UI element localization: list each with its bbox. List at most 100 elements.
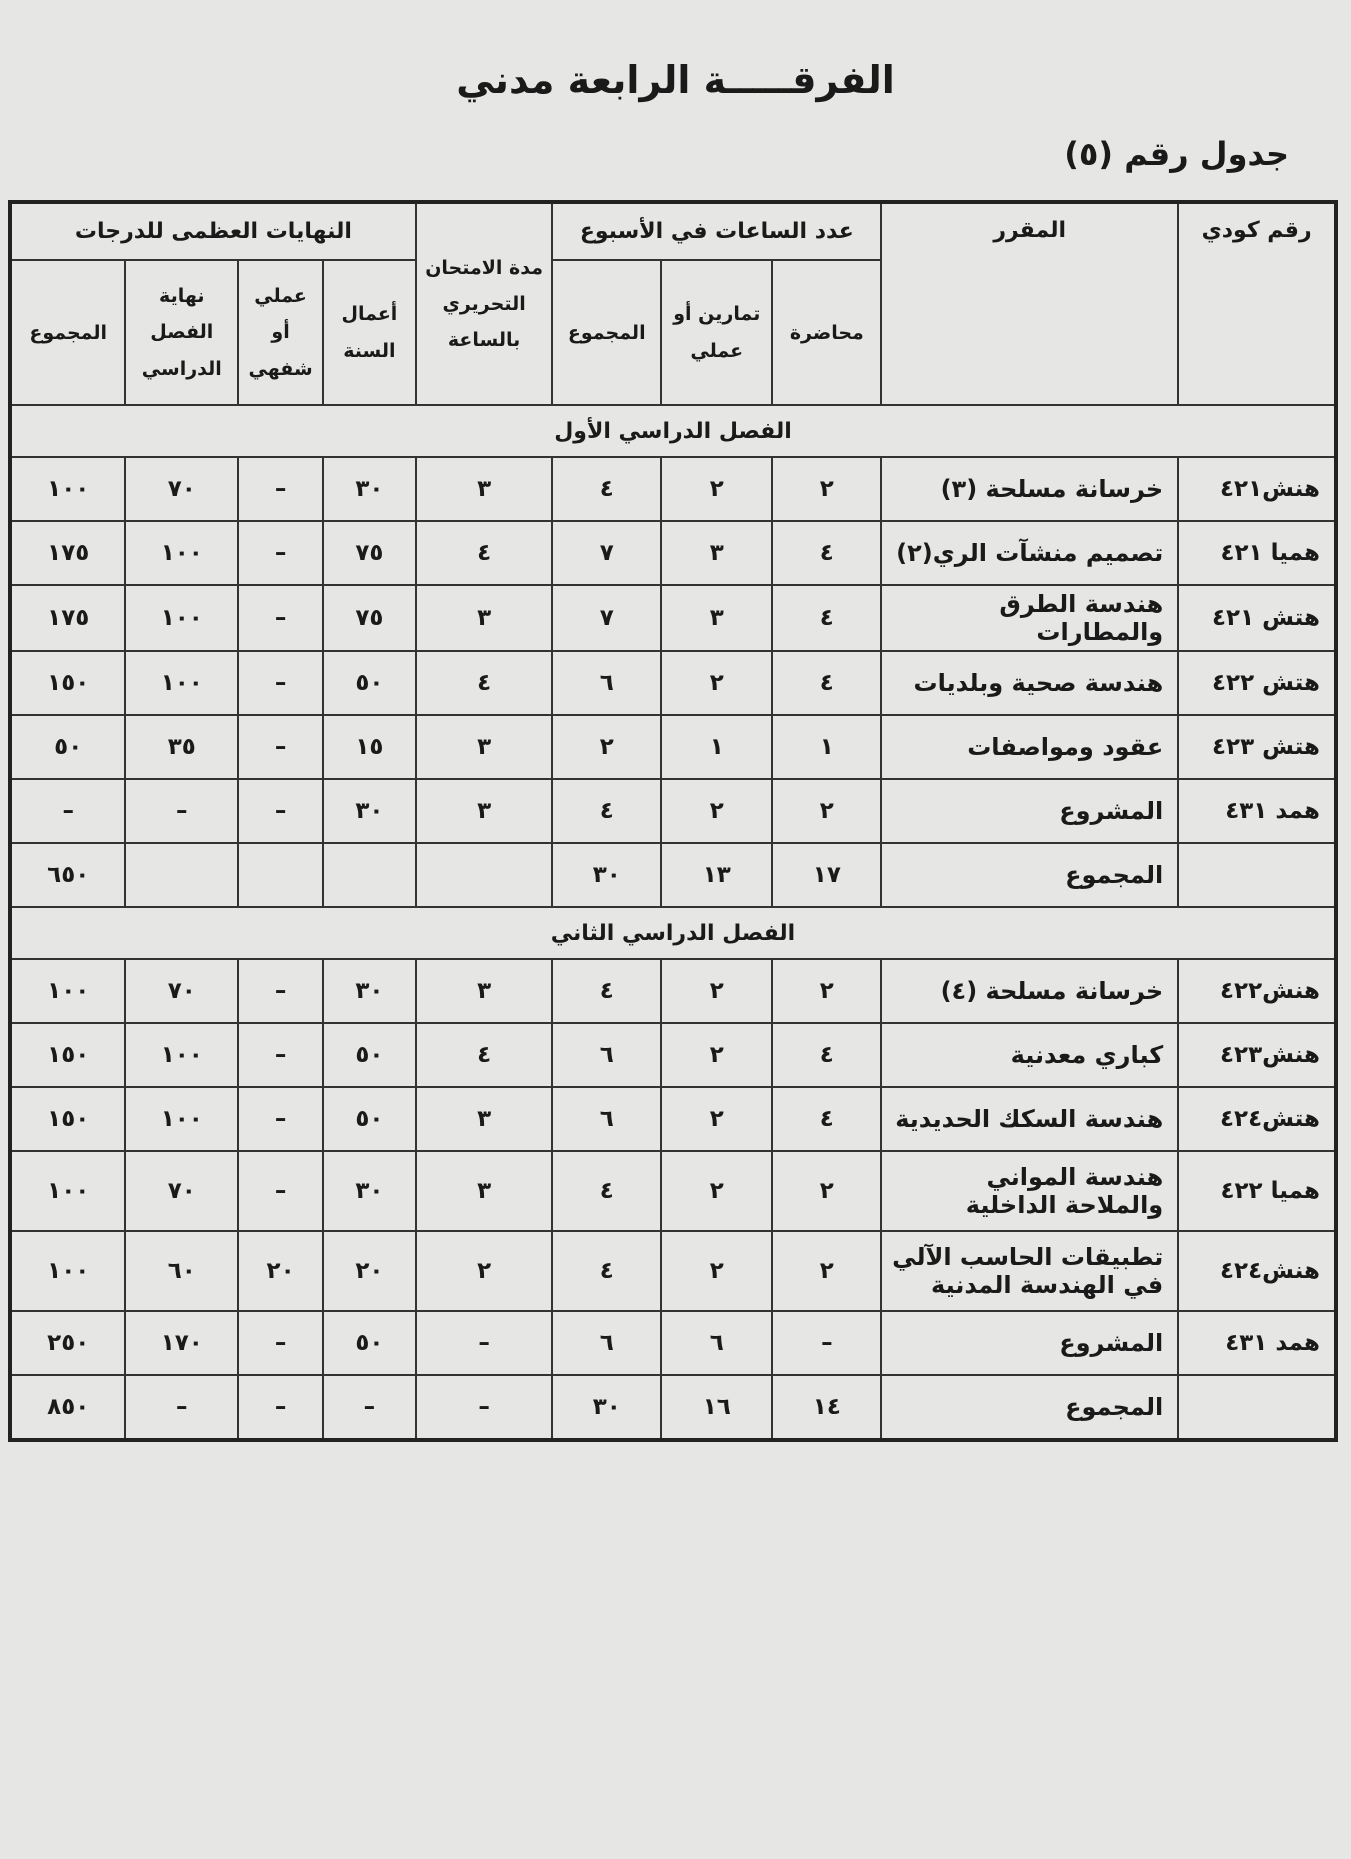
header-cell: المجموع: [8, 259, 127, 406]
value-cell: ٤: [771, 1086, 883, 1152]
value-cell: ١: [660, 714, 774, 780]
code-cell: هميا ٤٢٢: [1177, 1150, 1337, 1232]
value-cell: ٤: [414, 1022, 554, 1088]
value-cell: ٨٥٠: [8, 1374, 127, 1441]
course-row: المجموع ١٧ ١٣ ٣٠ ٦٥٠: [8, 842, 1337, 908]
code-cell: هميا ٤٢١: [1177, 520, 1337, 586]
value-cell: ٦: [551, 650, 663, 716]
value-cell: –: [771, 1310, 883, 1376]
value-cell: ١٠٠: [124, 650, 240, 716]
course-row: همد ٤٣١ المشروع –٦ ٦–٥٠–١٧٠ ٢٥٠: [8, 1310, 1337, 1376]
value-cell: –: [414, 1310, 554, 1376]
value-cell: ٣٠: [551, 842, 663, 908]
value-cell: ٣: [414, 456, 554, 522]
header-cell: المقرر: [880, 201, 1180, 406]
value-cell: ٤: [551, 456, 663, 522]
course-row: هميا ٤٢١ تصميم منشآت الري(٢) ٤ ٣ ٧ ٤ ٧٥–١٠٠ ١٧٥: [8, 520, 1337, 586]
value-cell: ١٠٠: [124, 520, 240, 586]
value-cell: –: [124, 1374, 240, 1441]
course-row: هتش ٤٢٢ هندسة صحية وبلديات ٤ ٢ ٦ ٤ ٥٠–١٠٠ ١٥٠: [8, 650, 1337, 716]
value-cell: ٦: [551, 1022, 663, 1088]
value-cell: ٥٠: [322, 1310, 417, 1376]
value-cell: ٧: [551, 584, 663, 652]
value-cell: ٢: [551, 714, 663, 780]
value-cell: –: [237, 456, 324, 522]
value-cell: ٢: [660, 456, 774, 522]
value-cell: –: [414, 1374, 554, 1441]
title: الفرقـــــة الرابعة مدني: [456, 58, 895, 102]
course-row: هنش٤٢٣ كباري معدنية ٤ ٢ ٦ ٤ ٥٠–١٠٠ ١٥٠: [8, 1022, 1337, 1088]
value-cell: ١٠٠: [8, 456, 127, 522]
course-cell: المشروع: [880, 778, 1180, 844]
value-cell: ٦: [551, 1310, 663, 1376]
value-cell: ١٧٥: [8, 584, 127, 652]
code-cell: هتش ٤٢٢: [1177, 650, 1337, 716]
section-title: الفصل الدراسي الثاني: [9, 906, 1337, 960]
header-cell: رقم كودي: [1177, 201, 1337, 406]
value-cell: ١٠٠: [8, 1230, 127, 1312]
value-cell: ٣٠: [551, 1374, 663, 1441]
value-cell: ٢: [771, 778, 883, 844]
course-cell: خرسانة مسلحة (٣): [880, 456, 1180, 522]
value-cell: ١٠٠: [124, 584, 240, 652]
value-cell: ٢: [414, 1230, 554, 1312]
value-cell: ٦٠: [124, 1230, 240, 1312]
value-cell: ١٤: [771, 1374, 883, 1441]
value-cell: ٣: [414, 958, 554, 1024]
value-cell: ٧٠: [124, 456, 240, 522]
value-cell: ٥٠: [322, 650, 417, 716]
course-cell: تطبيقات الحاسب الآلي في الهندسة المدنية: [880, 1230, 1180, 1312]
value-cell: ٣: [414, 714, 554, 780]
code-cell: هتش ٤٢٣: [1177, 714, 1337, 780]
course-row: هنش٤٢٢ خرسانة مسلحة (٤) ٢ ٢ ٤ ٣ ٣٠–٧٠ ١٠٠: [8, 958, 1337, 1024]
course-cell: المجموع: [880, 842, 1180, 908]
value-cell: ٢: [660, 650, 774, 716]
value-cell: ٤: [771, 650, 883, 716]
value-cell: –: [124, 778, 240, 844]
value-cell: ١٧٥: [8, 520, 127, 586]
value-cell: ٢: [771, 1230, 883, 1312]
value-cell: [124, 842, 240, 908]
value-cell: ١٠٠: [124, 1022, 240, 1088]
value-cell: ٢٠: [237, 1230, 324, 1312]
value-cell: ١٠٠: [124, 1086, 240, 1152]
value-cell: ٤: [414, 650, 554, 716]
value-cell: ٧٠: [124, 958, 240, 1024]
value-cell: ١٥٠: [8, 1022, 127, 1088]
value-cell: [237, 842, 324, 908]
header-cell: محاضرة: [771, 259, 883, 406]
value-cell: ٣٠: [322, 778, 417, 844]
value-cell: ١: [771, 714, 883, 780]
value-cell: ٣: [660, 584, 774, 652]
value-cell: ١٥: [322, 714, 417, 780]
value-cell: ٢٠: [322, 1230, 417, 1312]
value-cell: ٢: [660, 1150, 774, 1232]
course-row: هميا ٤٢٢ هندسة المواني والملاحة الداخلية ٢…: [8, 1150, 1337, 1232]
value-cell: –: [237, 1374, 324, 1441]
value-cell: ٢: [660, 1086, 774, 1152]
value-cell: –: [237, 1022, 324, 1088]
value-cell: ٣: [414, 1150, 554, 1232]
course-row: هنش٤٢١ خرسانة مسلحة (٣) ٢ ٢ ٤ ٣ ٣٠–٧٠ ١٠٠: [8, 456, 1337, 522]
code-cell: همد ٤٣١: [1177, 1310, 1337, 1376]
value-cell: ١٧: [771, 842, 883, 908]
value-cell: –: [237, 650, 324, 716]
course-cell: هندسة الطرق والمطارات: [880, 584, 1180, 652]
header-cell: المجموع: [551, 259, 663, 406]
course-table: رقم كودي المقرر عدد الساعات في الأسبوع م…: [8, 200, 1338, 1442]
course-row: همد ٤٣١ المشروع ٢ ٢ ٤ ٣ ٣٠– – –: [8, 778, 1337, 844]
value-cell: –: [237, 714, 324, 780]
value-cell: ٢: [660, 778, 774, 844]
section-row: الفصل الدراسي الثاني: [9, 906, 1337, 960]
value-cell: ٧٥: [322, 520, 417, 586]
value-cell: –: [322, 1374, 417, 1441]
value-cell: ٤: [414, 520, 554, 586]
value-cell: ٥٠: [8, 714, 127, 780]
value-cell: –: [237, 1150, 324, 1232]
value-cell: ٦: [660, 1310, 774, 1376]
code-cell: [1177, 1374, 1337, 1441]
value-cell: ٤: [771, 584, 883, 652]
value-cell: ٦٥٠: [8, 842, 127, 908]
